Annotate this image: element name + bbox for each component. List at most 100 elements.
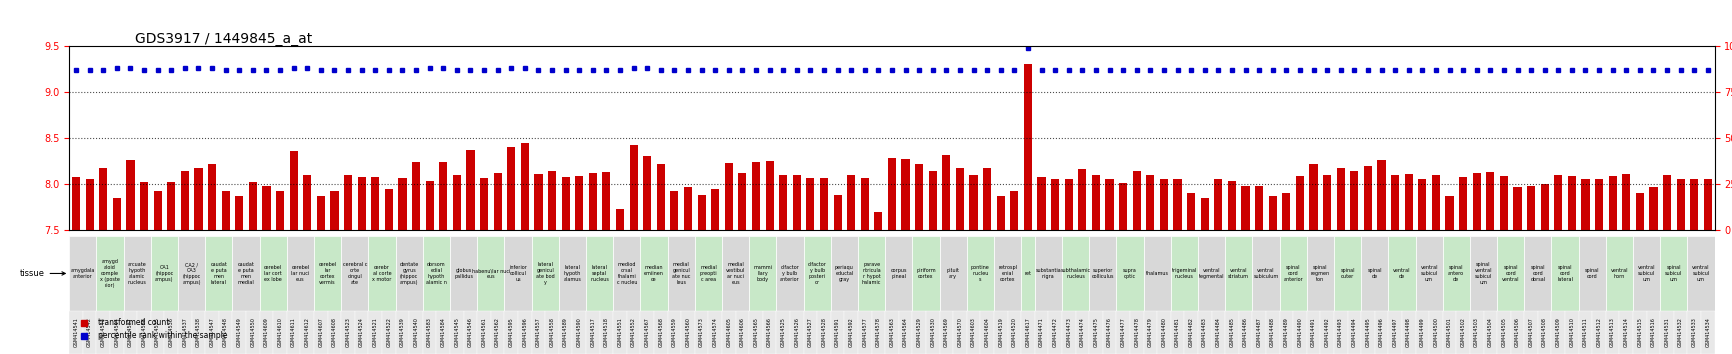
Text: GSM414511: GSM414511 [1583, 318, 1588, 347]
FancyBboxPatch shape [450, 236, 478, 311]
Bar [99, 167, 107, 230]
Text: GSM414584: GSM414584 [440, 318, 445, 347]
Text: cerebel
lar
cortex
vermis: cerebel lar cortex vermis [319, 262, 336, 285]
FancyBboxPatch shape [1578, 236, 1606, 311]
Text: GSM414589: GSM414589 [563, 318, 568, 347]
Bar [833, 195, 842, 230]
Text: GSM414536: GSM414536 [168, 318, 173, 347]
FancyBboxPatch shape [1334, 311, 1347, 354]
Text: spinal
cord
ventral: spinal cord ventral [1502, 265, 1519, 282]
Text: GSM414559: GSM414559 [672, 318, 677, 347]
Text: GSM414507: GSM414507 [1529, 318, 1533, 347]
Text: trigeminal
nucleus: trigeminal nucleus [1171, 268, 1197, 279]
Text: caudat
e puta
men
lateral: caudat e puta men lateral [210, 262, 227, 285]
Text: thalamus: thalamus [1145, 271, 1169, 276]
Bar [1323, 175, 1332, 230]
Bar [684, 187, 693, 230]
FancyBboxPatch shape [1225, 236, 1252, 311]
Bar [1337, 169, 1344, 230]
Bar [1351, 171, 1358, 230]
FancyBboxPatch shape [927, 311, 939, 354]
Text: parave
ntricula
r hypot
halamic: parave ntricula r hypot halamic [863, 262, 882, 285]
FancyBboxPatch shape [83, 311, 97, 354]
Bar [85, 179, 94, 230]
FancyBboxPatch shape [1673, 311, 1687, 354]
Bar [222, 192, 230, 230]
Bar [1581, 178, 1590, 230]
Bar [1296, 176, 1304, 230]
Text: ventral
tegmental: ventral tegmental [1199, 268, 1225, 279]
Bar [819, 178, 828, 230]
Text: GSM414561: GSM414561 [481, 318, 487, 347]
Text: GSM414488: GSM414488 [1270, 318, 1275, 347]
Text: pituit
ary: pituit ary [947, 268, 960, 279]
FancyBboxPatch shape [750, 236, 776, 311]
Bar [779, 175, 788, 230]
FancyBboxPatch shape [1143, 236, 1171, 311]
FancyBboxPatch shape [450, 311, 464, 354]
FancyBboxPatch shape [1238, 311, 1252, 354]
Bar [113, 198, 121, 230]
FancyBboxPatch shape [736, 311, 750, 354]
Text: lateral
genicul
ate bod
y: lateral genicul ate bod y [535, 262, 554, 285]
Text: habenu\lar nuci
eus: habenu\lar nuci eus [471, 268, 509, 279]
Text: GSM414563: GSM414563 [890, 318, 894, 347]
Bar [303, 175, 312, 230]
Text: GSM414565: GSM414565 [753, 318, 759, 347]
FancyBboxPatch shape [1578, 311, 1592, 354]
FancyBboxPatch shape [1619, 311, 1633, 354]
FancyBboxPatch shape [395, 311, 409, 354]
Bar [656, 164, 665, 230]
Bar [521, 143, 528, 230]
Text: GSM414489: GSM414489 [1283, 318, 1289, 347]
Text: GSM414617: GSM414617 [1025, 318, 1031, 347]
Text: CA1
(hippoc
ampus): CA1 (hippoc ampus) [156, 265, 173, 282]
FancyBboxPatch shape [1687, 236, 1715, 311]
FancyBboxPatch shape [1606, 311, 1619, 354]
FancyBboxPatch shape [1157, 311, 1171, 354]
Text: GSM414502: GSM414502 [1460, 318, 1465, 347]
FancyBboxPatch shape [1470, 311, 1484, 354]
Text: GSM414517: GSM414517 [591, 318, 596, 347]
Bar [1486, 172, 1495, 230]
Bar [154, 190, 161, 230]
Text: medial
genicul
ate nuc
leus: medial genicul ate nuc leus [672, 262, 691, 285]
FancyBboxPatch shape [97, 236, 123, 311]
FancyBboxPatch shape [1701, 311, 1715, 354]
Text: GSM414590: GSM414590 [577, 318, 582, 347]
FancyBboxPatch shape [1048, 311, 1062, 354]
FancyBboxPatch shape [667, 311, 681, 354]
FancyBboxPatch shape [1143, 311, 1157, 354]
FancyBboxPatch shape [1661, 236, 1687, 311]
FancyBboxPatch shape [151, 236, 178, 311]
FancyBboxPatch shape [341, 236, 369, 311]
FancyBboxPatch shape [1089, 236, 1117, 311]
Bar [1377, 160, 1386, 230]
FancyBboxPatch shape [1212, 311, 1225, 354]
Bar [1242, 186, 1249, 230]
Text: GSM414520: GSM414520 [1011, 318, 1017, 347]
Text: GSM414578: GSM414578 [876, 318, 882, 347]
Bar [1458, 177, 1467, 230]
Text: GSM414524: GSM414524 [359, 318, 364, 347]
Text: GSM414610: GSM414610 [277, 318, 282, 347]
Bar [385, 189, 393, 230]
Bar [1065, 178, 1072, 230]
Text: GSM414495: GSM414495 [1365, 318, 1370, 347]
FancyBboxPatch shape [1280, 311, 1294, 354]
FancyBboxPatch shape [667, 236, 695, 311]
Text: spinal
cord
dorsal: spinal cord dorsal [1531, 265, 1545, 282]
Bar [1472, 173, 1481, 230]
FancyBboxPatch shape [1171, 311, 1185, 354]
FancyBboxPatch shape [845, 311, 857, 354]
FancyBboxPatch shape [1266, 311, 1280, 354]
Text: mammi
llary
body: mammi llary body [753, 265, 772, 282]
Text: ventral
subicul
um: ventral subicul um [1692, 265, 1709, 282]
Bar [208, 164, 216, 230]
Text: caudat
e puta
men
medial: caudat e puta men medial [237, 262, 255, 285]
FancyBboxPatch shape [572, 311, 585, 354]
FancyBboxPatch shape [1647, 311, 1661, 354]
Text: globus
pallidus: globus pallidus [454, 268, 473, 279]
Text: GSM414583: GSM414583 [428, 318, 433, 347]
Text: GSM414512: GSM414512 [1597, 318, 1602, 347]
